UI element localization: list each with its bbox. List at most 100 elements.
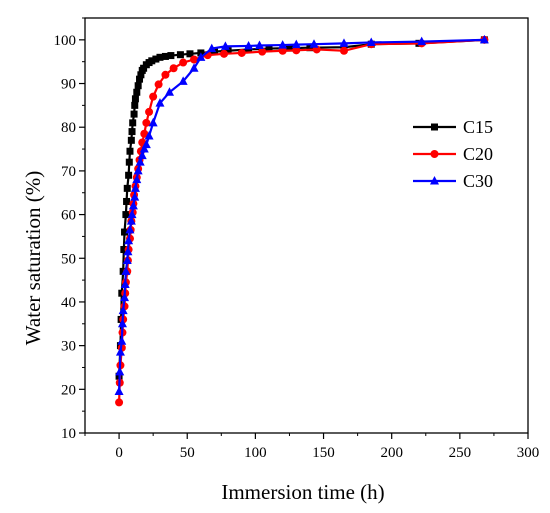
data-point [148,57,156,65]
x-axis-title: Immersion time (h) [221,480,384,504]
data-point [148,117,158,127]
data-point [140,129,149,138]
series-layer [114,34,489,407]
data-point [123,246,133,256]
series-C30 [114,34,489,395]
data-point [196,52,206,61]
data-point [339,38,349,47]
data-point [133,165,143,175]
series-line [117,38,485,403]
x-tick-label: 50 [180,445,195,461]
data-point [123,197,131,205]
data-point [131,101,139,109]
series-line [117,38,485,392]
data-point [125,158,133,166]
data-point [161,70,170,79]
data-point [137,71,145,79]
x-tick-label: 250 [449,445,472,461]
data-point [244,40,254,50]
x-tick-label: 0 [115,445,123,461]
y-tick-label: 70 [61,164,76,180]
x-tick-label: 100 [244,445,267,461]
data-point [154,80,163,89]
data-point [178,76,188,85]
series-C15 [115,36,488,380]
legend-label: C20 [463,144,493,164]
data-point [127,209,137,219]
data-point [237,48,246,57]
data-point [115,398,124,407]
data-point [136,75,144,83]
data-point [149,92,158,101]
data-point [125,224,135,234]
y-tick-label: 20 [61,382,76,398]
data-point [129,119,137,127]
x-tick-label: 200 [380,445,403,461]
data-point [145,107,154,116]
data-point [127,136,135,144]
data-point [115,347,125,356]
data-point [121,266,131,275]
data-point [278,46,287,55]
data-point [285,44,293,52]
y-tick-label: 100 [54,33,77,49]
data-point [130,192,140,201]
y-tick-label: 60 [61,208,76,224]
data-point [167,52,175,60]
data-point [186,50,194,58]
data-point [118,305,128,315]
x-axis: 0 50 100 150 200 250 300 [84,433,540,461]
data-point [155,98,165,107]
plot-frame [84,17,529,434]
data-point [190,55,199,64]
data-point [133,88,141,96]
y-tick-label: 80 [61,120,76,136]
data-point [278,40,288,49]
data-point [128,128,136,136]
data-point [126,216,136,225]
data-point [120,279,130,288]
data-point [339,46,348,55]
legend-marker [430,150,439,158]
data-point [123,184,131,192]
y-tick-label: 90 [61,77,76,93]
legend: C15 C20 C30 [413,117,493,191]
data-point [117,336,127,345]
data-point [156,53,164,61]
legend-item: C30 [413,171,493,191]
data-point [137,150,147,160]
data-point [120,246,128,254]
data-point [135,157,145,166]
data-point [169,64,178,73]
y-tick-label: 50 [61,251,76,267]
data-point [309,39,319,48]
data-point [417,36,427,46]
legend-marker [431,123,438,131]
data-point [128,200,138,210]
y-tick-label: 30 [61,339,76,355]
data-point [124,235,134,245]
data-point [179,58,188,67]
data-point [114,386,124,395]
data-point [142,118,151,127]
data-point [265,45,273,53]
legend-marker [430,176,439,185]
data-point [189,63,199,72]
series-line [117,38,485,377]
data-point [130,110,138,118]
x-tick-label: 300 [517,445,540,461]
data-point [292,46,301,55]
legend-label: C30 [463,171,493,191]
data-point [134,82,142,90]
data-point [152,55,160,63]
data-point [122,211,130,219]
data-point [479,34,489,44]
data-point [115,366,125,376]
plot-border [84,17,529,434]
y-tick-label: 40 [61,295,76,311]
y-axis: 10 20 30 40 50 60 70 80 90 100 [54,17,85,442]
y-axis-title: Water saturation (%) [21,171,45,345]
data-point [125,171,133,179]
data-point [122,255,132,264]
data-point [121,228,129,236]
